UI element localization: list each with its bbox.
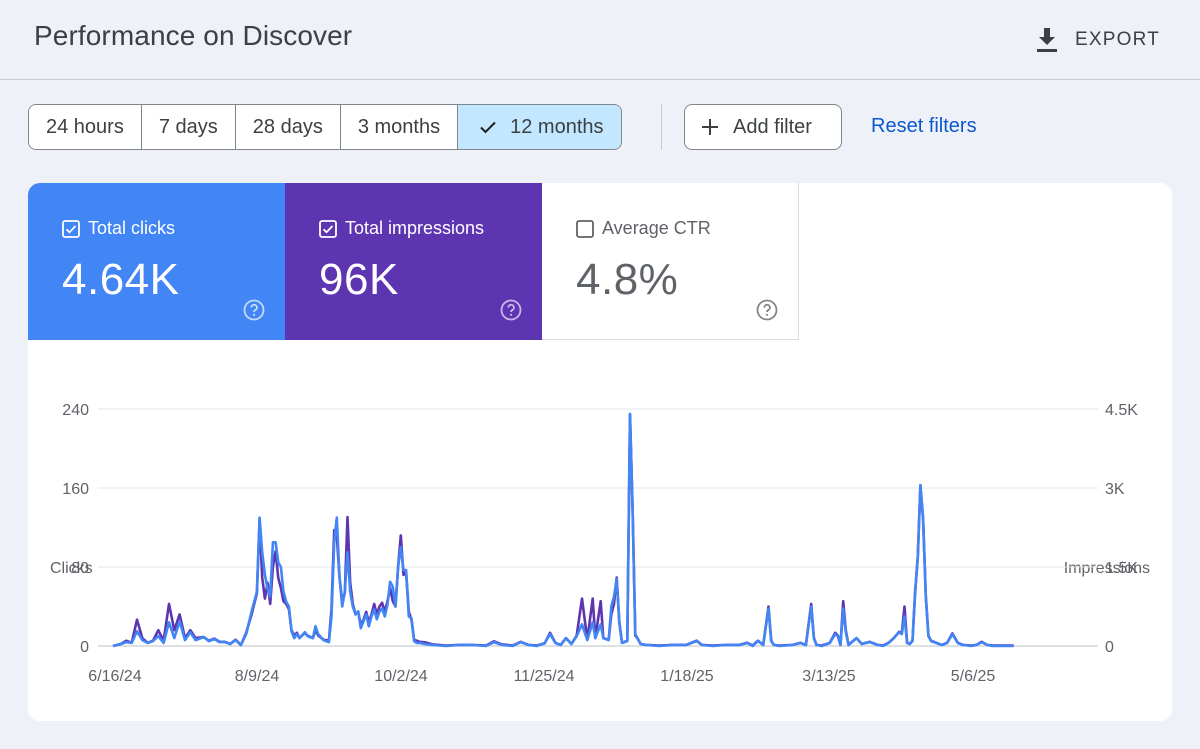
help-icon[interactable] bbox=[500, 299, 522, 321]
left-tick-label: 160 bbox=[62, 481, 89, 498]
x-tick-label: 1/18/25 bbox=[660, 668, 713, 685]
x-axis-ticks: 6/16/24 8/9/24 10/2/24 11/25/24 1/18/25 3/13/… bbox=[88, 668, 995, 685]
x-tick-label: 3/13/25 bbox=[802, 668, 855, 685]
left-tick-label: 240 bbox=[62, 402, 89, 419]
range-label: 28 days bbox=[252, 115, 323, 138]
checkbox-unchecked-icon[interactable] bbox=[576, 219, 594, 238]
right-tick-label: 3K bbox=[1105, 481, 1125, 498]
reset-filters-link[interactable]: Reset filters bbox=[871, 115, 977, 137]
download-icon bbox=[1037, 28, 1058, 52]
performance-card: Total clicks 4.64K Total impressions 96K bbox=[28, 183, 1172, 721]
metric-total-impressions[interactable]: Total impressions 96K bbox=[285, 183, 542, 340]
page-title: Performance on Discover bbox=[34, 20, 353, 51]
metric-label: Average CTR bbox=[602, 218, 711, 238]
range-label: 7 days bbox=[158, 115, 218, 138]
range-label: 3 months bbox=[357, 115, 441, 138]
x-tick-label: 8/9/24 bbox=[235, 668, 280, 685]
help-icon[interactable] bbox=[243, 299, 265, 321]
right-tick-label: 4.5K bbox=[1105, 402, 1138, 419]
impressions-series-line bbox=[112, 413, 1014, 648]
add-filter-button[interactable]: Add filter bbox=[684, 104, 842, 150]
x-tick-label: 11/25/24 bbox=[513, 668, 574, 685]
right-tick-label: 1.5K bbox=[1105, 560, 1138, 577]
chart-gridlines bbox=[98, 408, 1098, 647]
right-axis-ticks: 4.5K 3K 1.5K 0 bbox=[1105, 402, 1138, 656]
left-axis-ticks: 240 160 80 0 bbox=[62, 402, 89, 656]
left-tick-label: 80 bbox=[71, 560, 89, 577]
clicks-series-line bbox=[112, 412, 1014, 648]
metric-value: 4.64K bbox=[62, 255, 180, 304]
export-label: EXPORT bbox=[1075, 29, 1160, 50]
add-filter-label: Add filter bbox=[733, 115, 812, 138]
right-axis-title: Impressions bbox=[1064, 560, 1150, 577]
chart-lines bbox=[112, 412, 1014, 648]
x-tick-label: 10/2/24 bbox=[374, 668, 427, 685]
range-12-months[interactable]: 12 months bbox=[458, 105, 621, 149]
range-28-days[interactable]: 28 days bbox=[235, 105, 341, 149]
export-button[interactable]: EXPORT bbox=[1035, 24, 1160, 56]
metric-label: Total clicks bbox=[88, 218, 176, 238]
x-tick-label: 6/16/24 bbox=[88, 668, 141, 685]
date-range-selector: 24 hours 7 days 28 days 3 months 12 mont… bbox=[28, 104, 622, 150]
range-label: 24 hours bbox=[46, 115, 124, 138]
range-24-hours[interactable]: 24 hours bbox=[29, 105, 142, 149]
metric-total-clicks[interactable]: Total clicks 4.64K bbox=[28, 183, 285, 340]
performance-chart: Clicks Impressions 240 160 80 0 4.5K 3K 1.5K 0… bbox=[50, 402, 1150, 685]
left-axis-title: Clicks bbox=[50, 560, 93, 577]
range-7-days[interactable]: 7 days bbox=[141, 105, 236, 149]
metric-value: 4.8% bbox=[576, 255, 679, 304]
x-tick-label: 5/6/25 bbox=[951, 668, 996, 685]
check-icon bbox=[478, 117, 498, 137]
right-tick-label: 0 bbox=[1105, 639, 1114, 656]
range-3-months[interactable]: 3 months bbox=[340, 105, 459, 149]
metric-average-ctr[interactable]: Average CTR 4.8% bbox=[542, 183, 799, 340]
left-tick-label: 0 bbox=[80, 639, 89, 656]
checkbox-checked-icon[interactable] bbox=[319, 219, 337, 238]
toolbar-divider bbox=[661, 104, 662, 150]
header-bar: Performance on Discover EXPORT bbox=[0, 0, 1200, 80]
help-icon[interactable] bbox=[756, 299, 778, 321]
metric-value: 96K bbox=[319, 255, 399, 304]
checkbox-checked-icon[interactable] bbox=[62, 219, 80, 238]
range-label: 12 months bbox=[510, 115, 604, 138]
metric-label: Total impressions bbox=[345, 218, 485, 238]
plus-icon bbox=[702, 119, 718, 135]
